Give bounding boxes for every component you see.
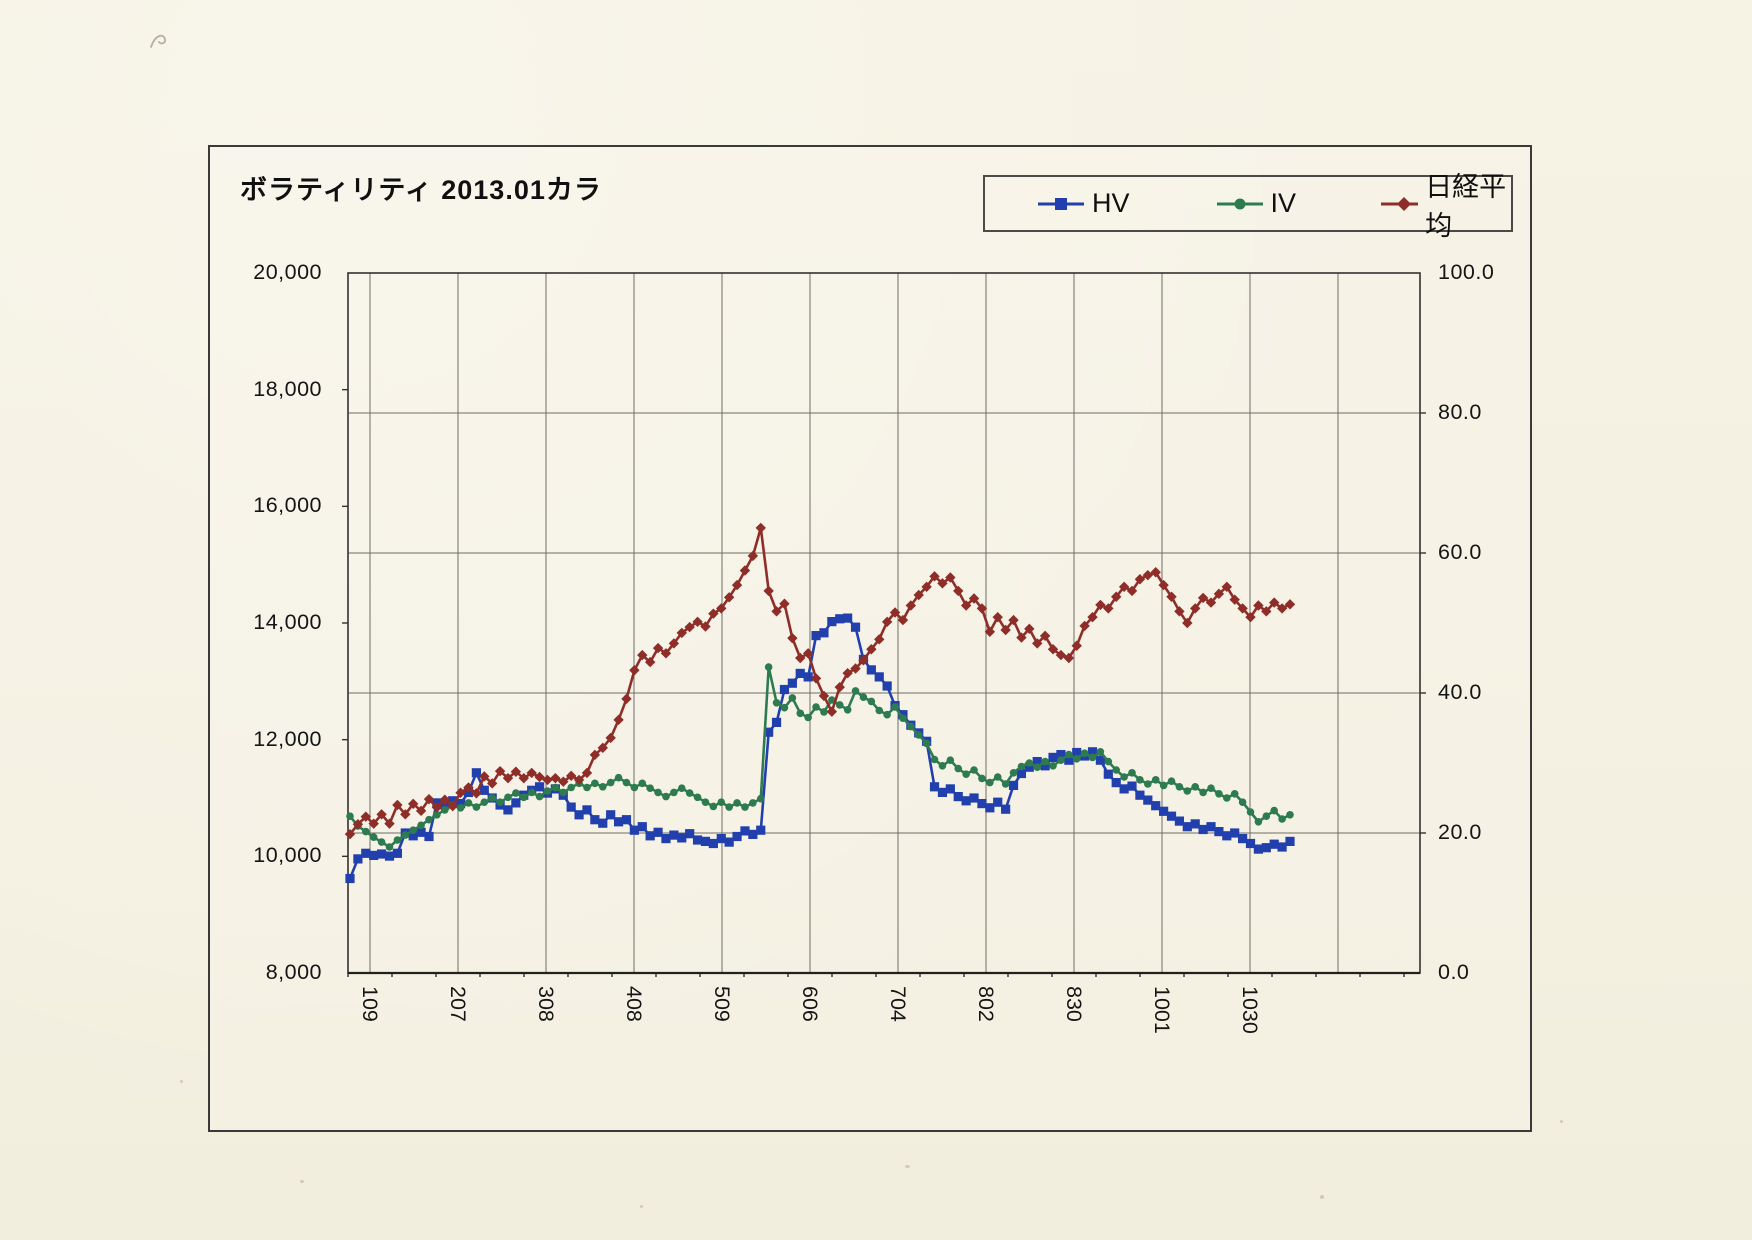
legend-item-iv: IV <box>1216 188 1297 219</box>
paper-speck <box>640 1205 643 1208</box>
legend-label-hv: HV <box>1092 188 1130 218</box>
x-axis-tick: 509 <box>710 986 734 1022</box>
paper-speck <box>300 1180 304 1183</box>
left-axis-tick: 18,000 <box>253 376 322 401</box>
paper-speck <box>905 1165 910 1168</box>
x-axis-tick: 606 <box>798 986 822 1022</box>
x-axis-tick: 704 <box>886 986 910 1022</box>
paper-speck <box>1320 1195 1324 1199</box>
paper-speck <box>180 1080 183 1083</box>
legend-item-hv: HV <box>1037 188 1130 219</box>
legend: HV IV 日経平均 <box>983 172 1513 241</box>
series-line-IV <box>348 665 1291 849</box>
left-axis-tick: 10,000 <box>253 843 322 868</box>
hv-line-marker-icon <box>1038 197 1084 210</box>
legend-item-nikkei: 日経平均 <box>1380 165 1511 243</box>
x-axis-tick: 308 <box>534 986 558 1022</box>
x-axis-tick: 1001 <box>1150 986 1174 1034</box>
x-axis-tick: 408 <box>622 986 646 1022</box>
nikkei-line-marker-icon <box>1381 196 1419 211</box>
right-axis-tick: 100.0 <box>1438 260 1495 284</box>
right-axis-tick: 40.0 <box>1438 680 1482 704</box>
x-axis-tick: 109 <box>358 986 382 1022</box>
legend-label-iv: IV <box>1270 188 1297 218</box>
right-axis-tick: 0.0 <box>1438 960 1470 984</box>
x-axis-tick: 1030 <box>1238 986 1262 1034</box>
left-axis-tick: 14,000 <box>253 610 322 634</box>
chart-title: ボラティリティ 2013.01カラ <box>240 175 602 205</box>
pencil-mark-artifact <box>150 34 167 48</box>
iv-line-marker-icon <box>1216 198 1263 209</box>
left-axis-tick: 16,000 <box>253 493 322 518</box>
x-axis-tick: 207 <box>446 986 470 1022</box>
right-axis-tick: 20.0 <box>1438 820 1482 844</box>
x-axis-tick: 830 <box>1062 986 1086 1022</box>
series-line-HV <box>348 616 1291 879</box>
chart-frame <box>208 145 1532 1132</box>
right-axis-tick: 80.0 <box>1438 400 1482 424</box>
x-axis-tick: 802 <box>974 986 998 1022</box>
left-axis-tick: 12,000 <box>253 726 322 751</box>
left-axis-tick: 8,000 <box>265 960 322 984</box>
paper-speck <box>1560 1120 1563 1123</box>
right-axis-tick: 60.0 <box>1438 540 1482 564</box>
legend-label-nikkei: 日経平均 <box>1425 171 1507 241</box>
left-axis-tick: 20,000 <box>253 260 322 284</box>
